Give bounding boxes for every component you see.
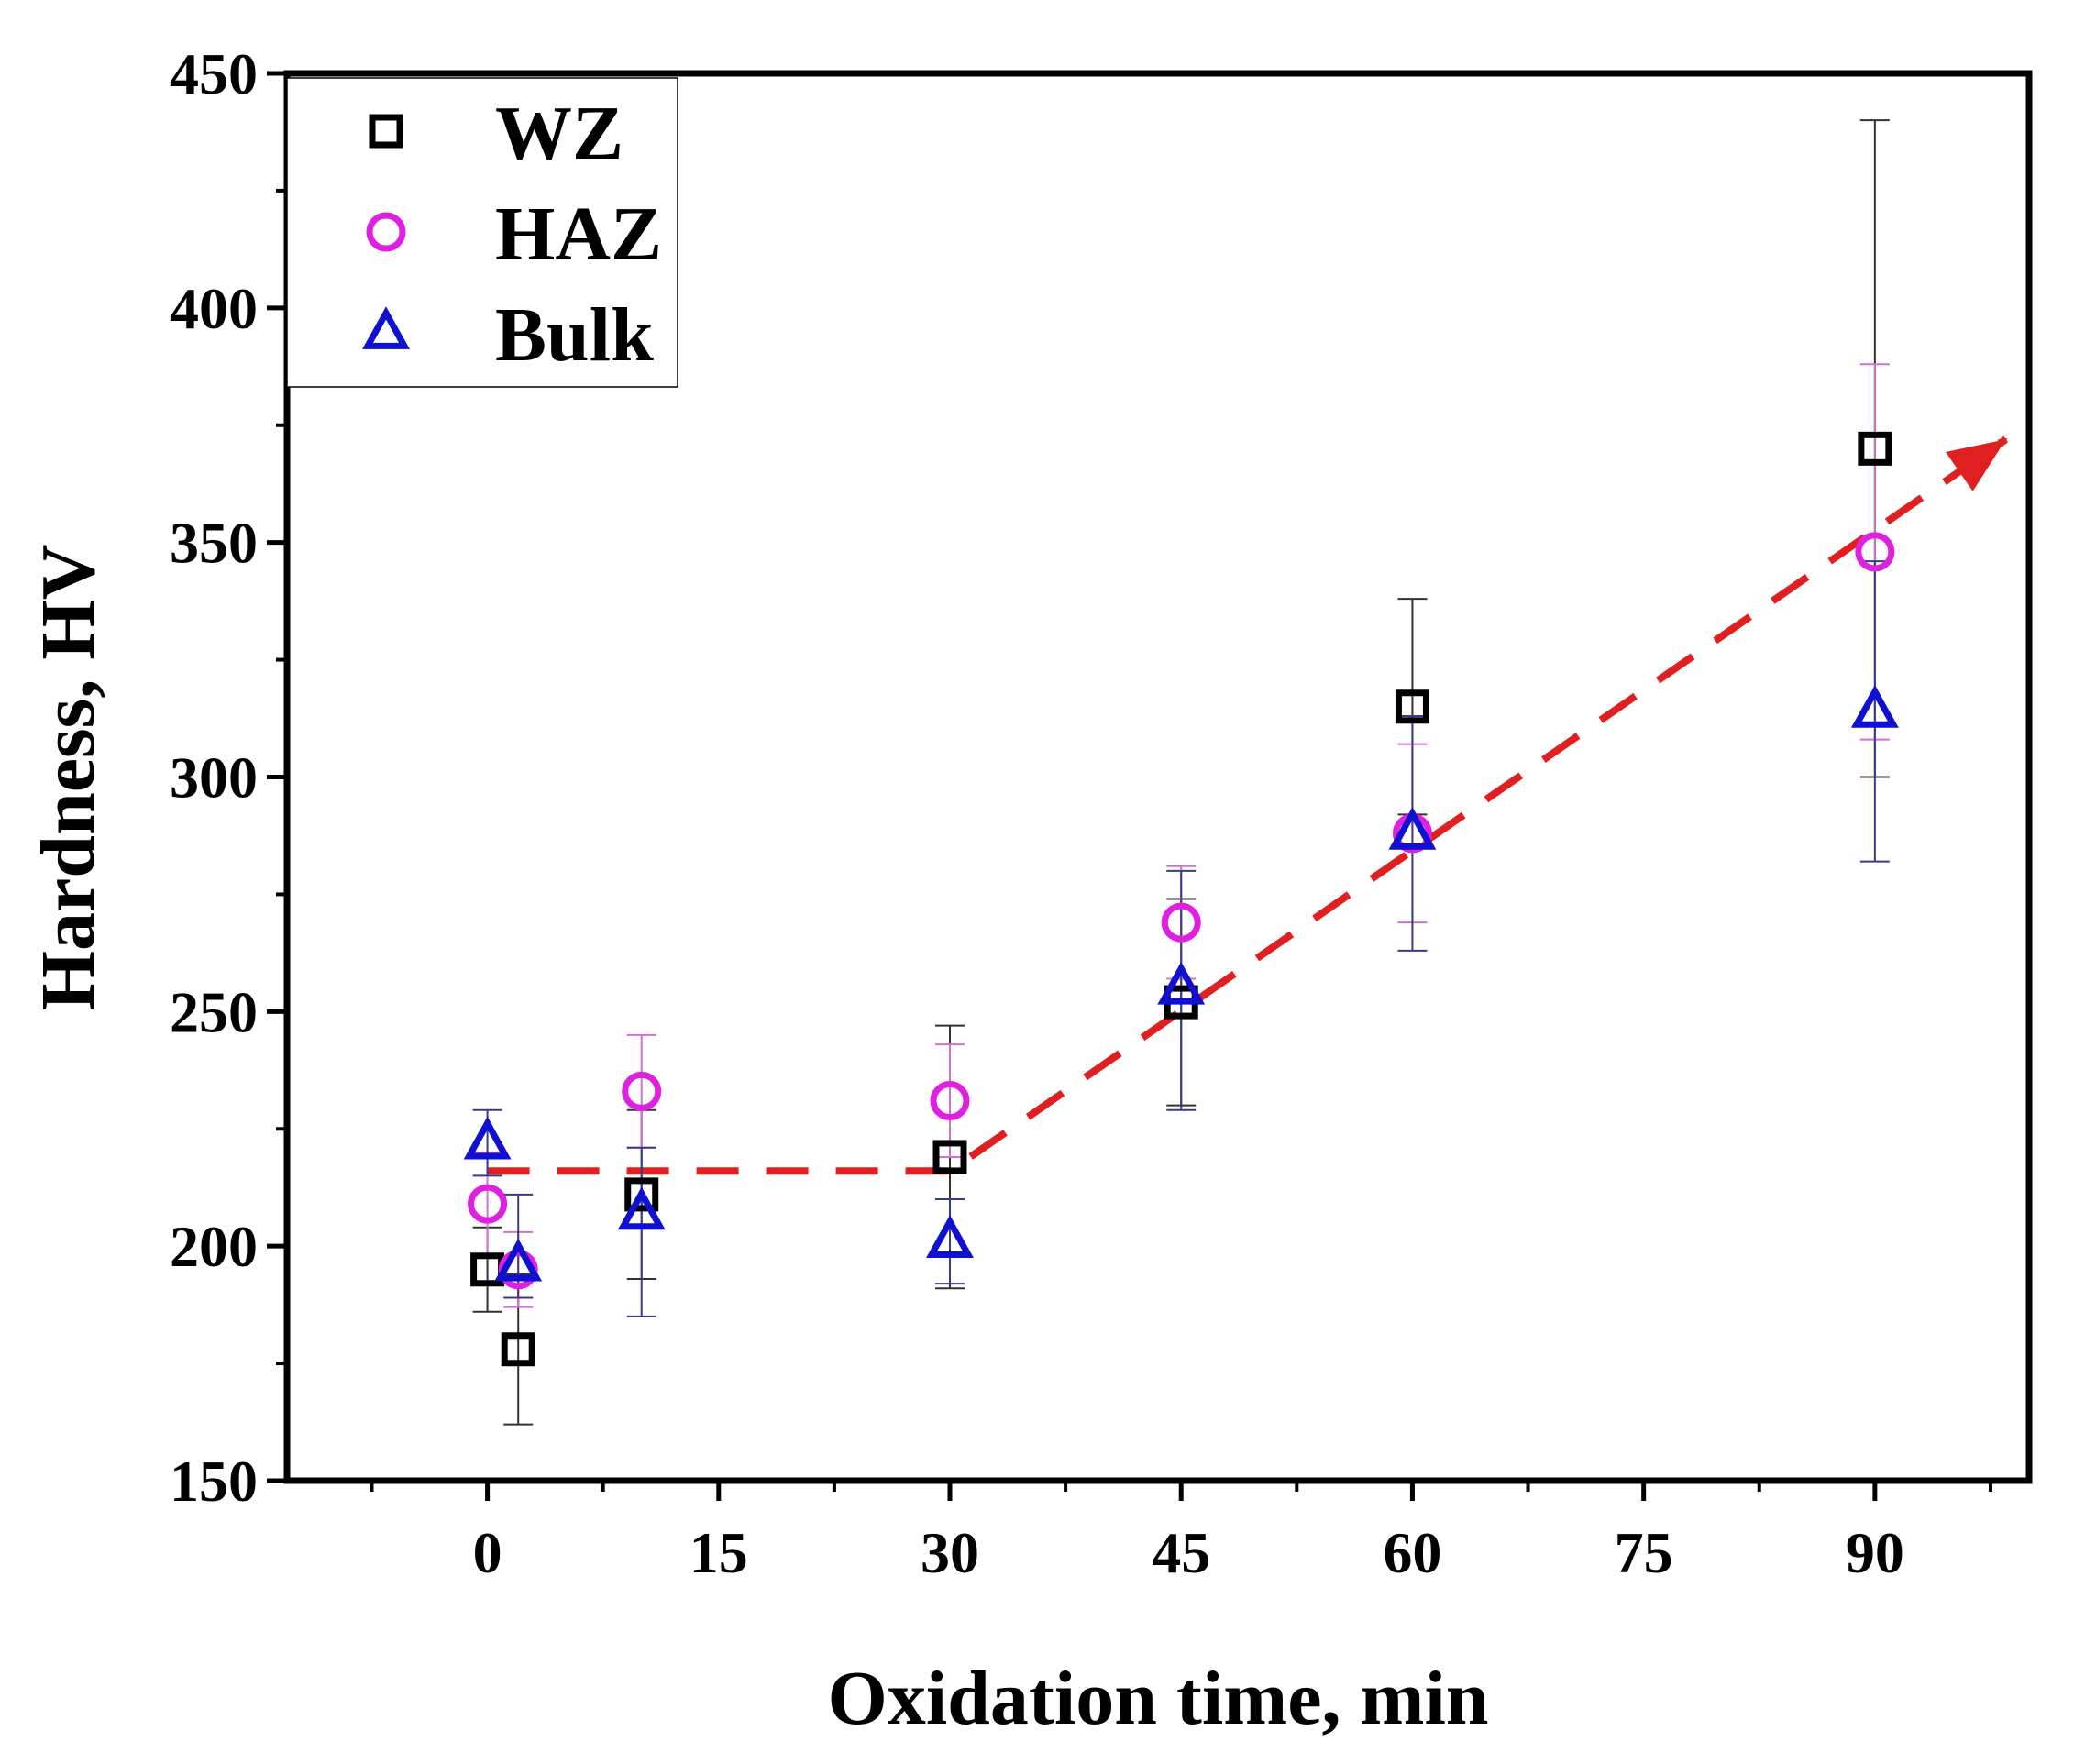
- bulk-point: [463, 1116, 512, 1160]
- haz-point: [1161, 902, 1201, 943]
- x-tick-label: 30: [921, 1520, 979, 1585]
- trend-line-group: [487, 435, 2009, 1175]
- bulk-point: [617, 1186, 666, 1230]
- trend-line: [487, 435, 2009, 1175]
- bulk-point: [1850, 685, 1899, 728]
- wz-point: [501, 1332, 535, 1367]
- legend-label-bulk: Bulk: [495, 292, 654, 378]
- legend-box: [286, 77, 678, 388]
- y-tick-label: 450: [170, 41, 258, 106]
- bulk-point: [1388, 807, 1437, 850]
- haz-point: [622, 1071, 662, 1111]
- bulk-point: [926, 1215, 974, 1258]
- x-axis-title: Oxidation time, min: [827, 1656, 1488, 1741]
- trend-arrowhead: [1946, 439, 2006, 491]
- x-tick-label: 45: [1152, 1520, 1210, 1585]
- wz-point: [624, 1177, 659, 1212]
- x-tick-label: 75: [1615, 1520, 1673, 1585]
- data-markers: [463, 431, 1899, 1367]
- bulk-point: [1157, 961, 1206, 1005]
- x-tick-label: 90: [1846, 1520, 1904, 1585]
- y-tick-label: 150: [170, 1449, 258, 1514]
- x-tick-label: 60: [1383, 1520, 1441, 1585]
- legend-label-haz: HAZ: [495, 192, 662, 277]
- y-tick-label: 250: [170, 979, 258, 1044]
- legend-marker-bulk: [362, 306, 410, 349]
- haz-point: [468, 1184, 508, 1224]
- plot-area: 150 200 250 300 350 400 450 0 15 30 45 60 75 90: [170, 41, 2033, 1585]
- wz-point: [1395, 689, 1429, 724]
- x-axis-ticks: 0 15 30 45 60 75 90: [370, 1481, 1992, 1585]
- haz-point: [1855, 532, 1895, 572]
- y-axis-ticks: 150 200 250 300 350 400 450: [170, 41, 287, 1514]
- y-axis-title: Hardness, HV: [26, 545, 111, 1011]
- y-tick-label: 350: [170, 511, 258, 576]
- haz-point: [930, 1081, 970, 1121]
- bulk-point: [494, 1238, 543, 1282]
- x-tick-label: 15: [689, 1520, 748, 1585]
- legend-marker-haz: [366, 212, 406, 252]
- y-tick-label: 400: [170, 276, 258, 341]
- legend: WZ HAZ Bulk: [286, 77, 678, 388]
- x-tick-label: 0: [473, 1520, 502, 1585]
- error-bars: [472, 119, 1890, 1426]
- wz-point: [1858, 431, 1892, 466]
- y-tick-label: 200: [170, 1214, 258, 1279]
- legend-label-wz: WZ: [495, 91, 623, 176]
- wz-point: [932, 1140, 967, 1174]
- y-tick-label: 300: [170, 745, 258, 810]
- legend-marker-wz: [369, 114, 403, 149]
